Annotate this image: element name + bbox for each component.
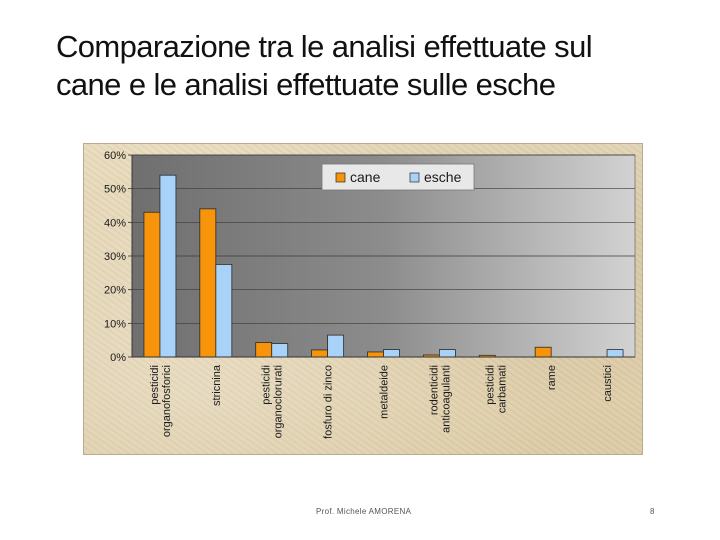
x-tick-label: fosfuro di zinco <box>323 365 335 439</box>
slide-title-line-2: cane e le analisi effettuate sulle esche <box>56 67 556 102</box>
bar-esche <box>383 349 400 358</box>
legend-swatch-cane <box>335 172 346 183</box>
legend-label-esche: esche <box>424 169 462 185</box>
x-tick-label: organofosforici <box>161 365 173 437</box>
bar-cane <box>255 342 273 358</box>
bar-esche <box>159 174 177 358</box>
slide-title-line-1: Comparazione tra le analisi effettuate s… <box>56 29 593 64</box>
x-tick-label: caustici <box>602 365 614 402</box>
chart-frame: 0% 10% 20% 30% 40% 50% 60% pesticidi organofosfo… <box>83 143 643 455</box>
bar-esche <box>606 349 624 358</box>
y-tick-label: 60% <box>104 150 126 162</box>
bar-cane <box>311 349 329 358</box>
legend-label-cane: cane <box>350 169 381 185</box>
x-tick-label: rame <box>546 365 558 390</box>
page-number: 8 <box>650 507 655 516</box>
legend-box <box>321 163 475 191</box>
y-tick-label: 40% <box>104 217 126 229</box>
bar-chart: 0%10%20%30%40%50%60%pesticidi organofosfo… <box>104 150 636 439</box>
x-tick-label: anticoagulanti <box>440 365 452 433</box>
legend-swatch-esche <box>409 172 420 183</box>
bar-esche <box>271 343 289 358</box>
y-tick-label: 50% <box>104 184 126 196</box>
y-tick-label: 30% <box>104 251 126 263</box>
bar-cane <box>534 346 552 358</box>
y-tick-label: 0% <box>110 352 126 364</box>
bar-esche <box>215 264 233 358</box>
x-tick-label: rodenticidi <box>428 365 440 415</box>
x-tick-label: pesticidi <box>261 365 273 405</box>
x-tick-label: pesticidi <box>149 365 161 405</box>
slide-title: Comparazione tra le analisi effettuate s… <box>56 28 676 104</box>
x-tick-label: metaldeide <box>379 365 391 419</box>
bar-cane <box>199 208 217 358</box>
x-tick-label: stricnina <box>211 364 223 406</box>
bar-cane <box>367 351 384 358</box>
y-tick-label: 10% <box>104 318 126 330</box>
x-tick-label: pesticidi <box>484 365 496 405</box>
bar-cane <box>143 211 161 358</box>
bar-esche <box>438 349 456 358</box>
x-tick-label: carbamati <box>496 365 508 413</box>
bar-esche <box>327 334 345 358</box>
y-tick-label: 20% <box>104 285 126 297</box>
footer-author: Prof. Michele AMORENA <box>316 507 412 516</box>
x-tick-label: organoclorurati <box>273 365 285 438</box>
